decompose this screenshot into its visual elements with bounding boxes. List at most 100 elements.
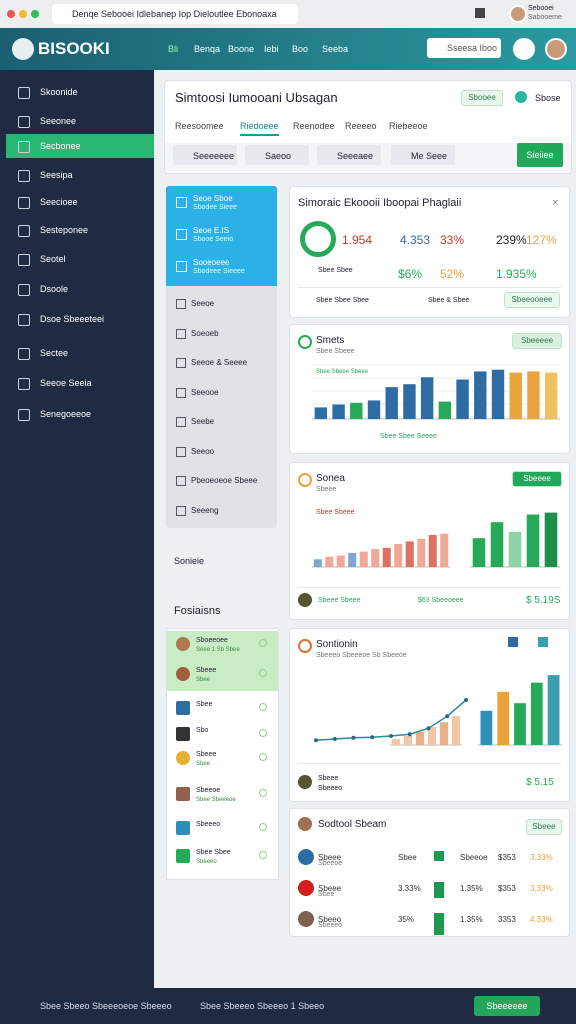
bar [336, 555, 345, 567]
person[interactable]: Sbo [167, 721, 278, 749]
icon[interactable] [475, 8, 485, 18]
list-item[interactable]: Seeooe [166, 379, 277, 405]
dot[interactable] [7, 10, 15, 18]
icon [176, 197, 187, 208]
status: Sbose [535, 93, 561, 103]
point [370, 735, 375, 740]
sidebar-label: Seecioee [40, 197, 78, 207]
bar [417, 538, 426, 567]
tool-button[interactable]: Me Seee [391, 145, 455, 165]
search[interactable]: Sseesa Iboo [427, 38, 501, 58]
tab[interactable]: Riedoeee [240, 121, 279, 136]
sidebar-item[interactable]: Seecioee [0, 190, 154, 214]
icon [538, 637, 548, 647]
tab[interactable]: Reeeeo [345, 121, 377, 131]
icon [176, 229, 187, 240]
sidebar-item[interactable]: Seesipa [0, 163, 154, 187]
list-item[interactable]: Soeoeb [166, 320, 277, 346]
card-title: Simoraic Ekoooii Iboopai Phaglaii [298, 197, 462, 209]
bar [405, 541, 414, 567]
person-sub: Seee 1 Sb Sbee [196, 647, 240, 653]
nav-item[interactable]: Benqa [194, 44, 221, 54]
avatar[interactable] [509, 5, 527, 23]
metric: 127% [526, 233, 557, 247]
sidebar-label: Sectee [40, 348, 69, 358]
sidebar-item[interactable]: Senegoeeoe [0, 402, 154, 426]
btn[interactable]: Sbeeeee [512, 333, 562, 349]
btn[interactable]: Sbeeee [512, 471, 562, 487]
list-item[interactable]: Seeoo [166, 438, 277, 464]
sidebar-item[interactable]: Dsoe Sbeeeteei [0, 307, 154, 331]
person[interactable]: Sbeeeo [167, 815, 278, 843]
list-item[interactable]: Seeeng [166, 497, 277, 523]
foot: Sbee Sbee Sbee [316, 297, 369, 304]
avatar[interactable] [545, 38, 567, 60]
bar [325, 556, 334, 567]
sidebar-item[interactable]: Secbonee [6, 134, 154, 158]
nav-item[interactable]: Bli [168, 44, 179, 54]
footer-button[interactable]: Sbeeeeee [474, 996, 540, 1016]
list-item[interactable]: Seoe E.IS Sbooe Seeio [166, 218, 277, 250]
cell: 4.33% [530, 915, 553, 924]
btn[interactable]: Sbeeooeee [504, 292, 560, 308]
tab[interactable]: Reesoomee [175, 121, 224, 131]
item-title: Seeeng [191, 505, 219, 515]
sidebar-item[interactable]: Skoonide [0, 80, 154, 104]
person[interactable]: Sboeeoee Seee 1 Sb Sbee [167, 631, 278, 661]
nav-item[interactable]: Iebi [264, 44, 279, 54]
tool-button[interactable]: Seeeaee [317, 145, 381, 165]
cell: Sbee [318, 891, 335, 898]
cell: 3353 [498, 915, 516, 924]
cell: 3.33% [530, 853, 553, 862]
sidebar-item[interactable]: Seotel [0, 247, 154, 271]
nav-item[interactable]: Boone [228, 44, 255, 54]
cell: 3.33% [530, 884, 553, 893]
list-item[interactable]: Seoe Sboe Sbodee Sieee [166, 186, 277, 218]
avatar[interactable] [513, 38, 535, 60]
sidebar-item[interactable]: Sesteponee [0, 218, 154, 242]
bar [439, 722, 449, 745]
tool-button[interactable]: Seeeeeee [173, 145, 237, 165]
icon [508, 637, 518, 647]
tab[interactable]: Denqe Sebooei Idlebanep Iop Dieloutlee E… [52, 4, 298, 24]
person[interactable]: Sbeee Sbee [167, 745, 278, 773]
sidebar-item[interactable]: Sectee [0, 341, 154, 365]
close[interactable]: × [552, 197, 559, 209]
btn[interactable]: Sbeee [526, 819, 562, 835]
list-item[interactable]: Seeoe & Seeee [166, 349, 277, 375]
dot[interactable] [31, 10, 39, 18]
list-item[interactable]: Sooeoeee Sbodeee Sieeee [166, 250, 277, 282]
footer-right: Sbee Sbeeeo Sbeeeo 1 Sbeeo [200, 1001, 325, 1011]
action-button[interactable]: Sieiiee [517, 143, 563, 167]
person[interactable]: Sbeeoe Sbee Sbeeeoe [167, 781, 278, 809]
sidebar-label: Secbonee [40, 141, 81, 151]
icon [176, 387, 186, 398]
foot: Sbee & Sbee [428, 297, 470, 304]
person[interactable]: Sbee Sbee Sbeeeo [167, 843, 278, 871]
sidebar-item[interactable]: Seeoe Seeia [0, 371, 154, 395]
tab[interactable]: Reenodee [293, 121, 335, 131]
nav-item[interactable]: Boo [292, 44, 309, 54]
tool-button[interactable]: Saeoo [245, 145, 309, 165]
icon [18, 378, 30, 390]
avatar [298, 880, 314, 896]
person[interactable]: Sbeee Sbee [167, 661, 278, 691]
sidebar-item[interactable]: Dsoole [0, 277, 154, 301]
sidebar-item[interactable]: Seeonee [0, 109, 154, 133]
tab[interactable]: Riebeeoe [389, 121, 428, 131]
badge[interactable]: Sbooee [461, 90, 503, 106]
person-name: Sbeeeo [196, 821, 221, 828]
nav-item[interactable]: Seeba [322, 44, 349, 54]
list-item[interactable]: Pbeoeoeoe Sbeee [166, 467, 277, 493]
avatar [176, 637, 190, 651]
foot: $ 5.19S [526, 595, 561, 606]
person-name: Sbeeoe [196, 787, 221, 794]
bar [491, 369, 505, 419]
bar [391, 739, 401, 745]
bar [415, 731, 425, 745]
dot[interactable] [19, 10, 27, 18]
sidebar-label: Dsoole [40, 284, 69, 294]
list-item[interactable]: Seeoe [166, 290, 277, 316]
list-item[interactable]: Seebe [166, 408, 277, 434]
person[interactable]: Sbee [167, 695, 278, 723]
